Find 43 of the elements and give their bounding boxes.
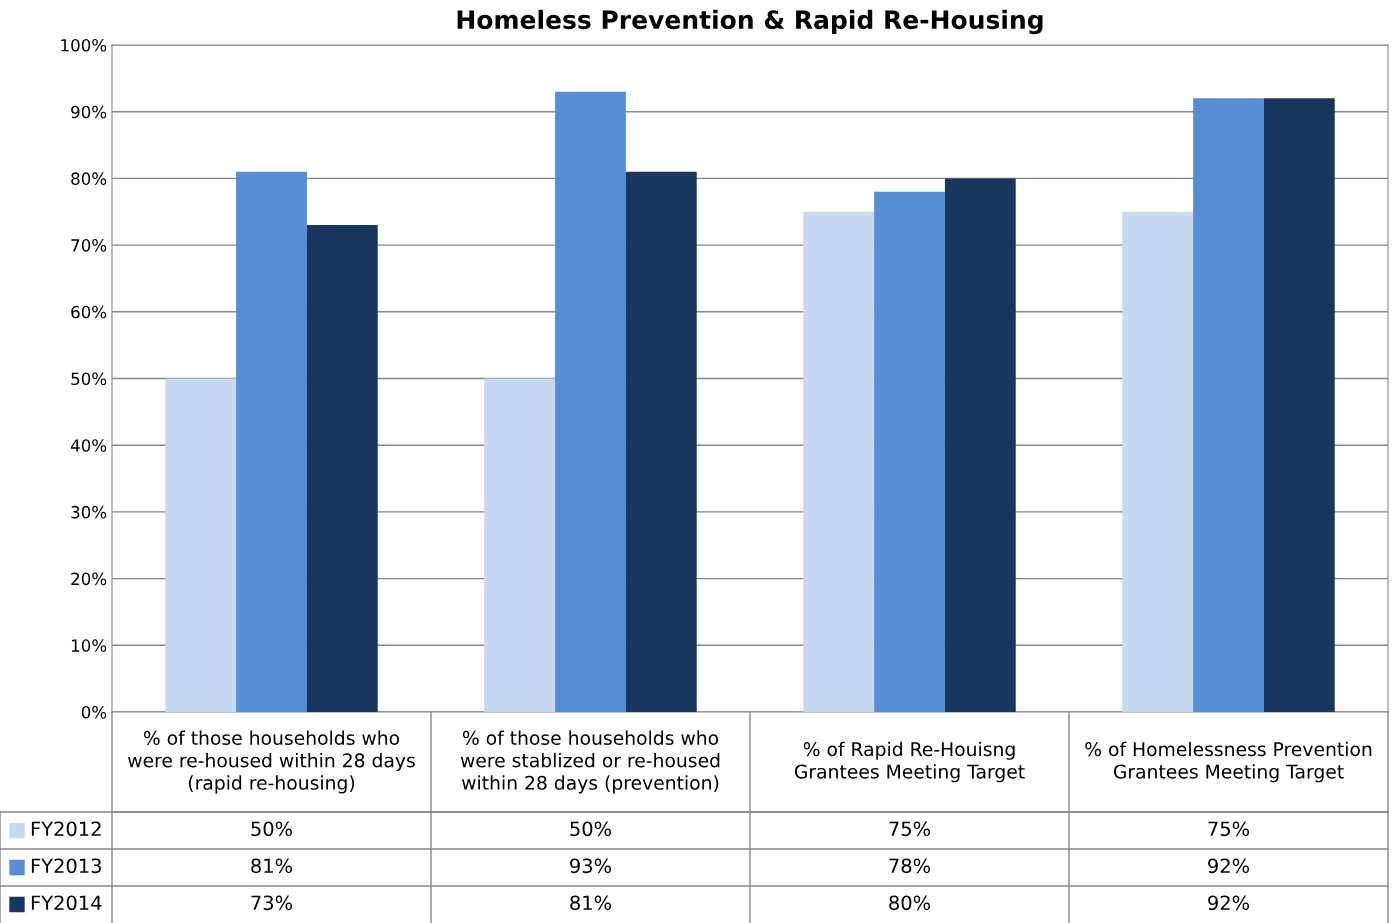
data-label: 80% (889, 895, 931, 911)
bar (1193, 98, 1264, 712)
data-label: 50% (251, 821, 293, 837)
bar (874, 191, 945, 712)
y-tick-label: 10% (71, 639, 107, 652)
data-label: 81% (570, 895, 612, 911)
x-tick-label: % of those households who were stablized or re-housed within 28 days (prevention) (460, 730, 720, 794)
bar (306, 225, 378, 712)
data-label: 81% (251, 858, 293, 874)
data-label: 93% (570, 858, 612, 874)
x-tick-label: % of those households who were re-housed within 28 days (rapid re-housing) (128, 730, 415, 794)
y-tick-label: 80% (71, 172, 107, 185)
bar (555, 91, 626, 712)
data-label: 75% (1208, 821, 1250, 837)
y-tick-label: 40% (70, 439, 107, 452)
bar (236, 171, 307, 712)
bar (1263, 98, 1335, 712)
bar (165, 378, 237, 712)
data-label: 50% (570, 821, 612, 837)
bar (803, 211, 875, 712)
x-tick-label: % of Homelessness Prevention Grantees Meeting Target (1085, 741, 1372, 783)
y-tick-label: 60% (71, 305, 107, 319)
x-tick-label: % of Rapid Re-Houisng Grantees Meeting Target (794, 741, 1025, 783)
y-tick-label: 70% (71, 239, 107, 252)
y-tick-label: 30% (71, 505, 107, 519)
bar (1122, 211, 1194, 712)
data-label: 78% (889, 858, 931, 874)
data-label: 92% (1208, 858, 1250, 874)
y-tick-label: 0% (81, 705, 107, 719)
legend-label: FY2012 (31, 821, 101, 837)
data-label: 92% (1208, 895, 1250, 911)
data-label: 73% (251, 895, 293, 911)
legend-label: FY2014 (31, 895, 102, 911)
bar (944, 178, 1016, 712)
y-tick-label: 20% (71, 572, 107, 586)
y-tick-label: 90% (71, 105, 107, 119)
y-tick-label: 100% (61, 38, 107, 52)
y-tick-label: 50% (71, 372, 107, 386)
chart-title: Homeless Prevention & Rapid Re-Housing (457, 9, 1043, 35)
data-label: 75% (889, 821, 931, 837)
bar (484, 378, 556, 712)
legend-label: FY2013 (31, 858, 101, 874)
bar (625, 171, 697, 712)
